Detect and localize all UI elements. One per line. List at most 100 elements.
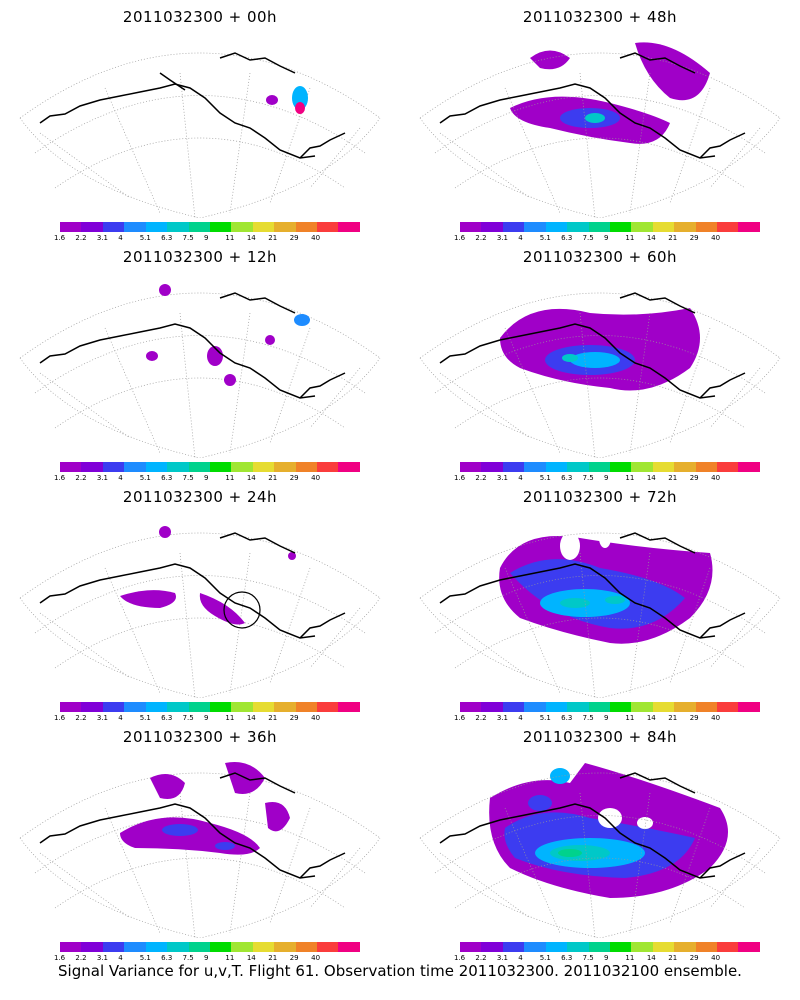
coastline bbox=[439, 52, 746, 159]
colorbar-swatch bbox=[81, 702, 103, 712]
colorbar-swatch bbox=[188, 222, 210, 232]
colorbar-label: 7.5 bbox=[582, 954, 594, 962]
colorbar-swatch bbox=[231, 222, 253, 232]
colorbar-label: 7.5 bbox=[582, 714, 594, 722]
polar-map bbox=[19, 52, 381, 218]
colorbar-swatch bbox=[317, 702, 339, 712]
panel-title: 2011032300 + 72h bbox=[522, 488, 678, 506]
colorbar-label: 5.1 bbox=[139, 954, 151, 962]
colorbar-label: 5.1 bbox=[139, 234, 151, 242]
colorbar-label: 7.5 bbox=[182, 714, 194, 722]
colorbar-swatch bbox=[460, 222, 482, 232]
colorbar-swatch bbox=[524, 942, 546, 952]
map-panel: 2011032300 + 60h 1.6 2.2 3.1 4 5.1 6.3 7.5 9 11 1… bbox=[400, 240, 800, 482]
colorbar-swatch bbox=[631, 702, 653, 712]
colorbar-label: 11 bbox=[625, 234, 635, 242]
colorbar-label: 9 bbox=[204, 234, 209, 242]
polar-map bbox=[419, 763, 781, 938]
colorbar-swatch bbox=[460, 462, 482, 472]
map-panel: 2011032300 + 84h 1.6 2.2 3.1 4 5.1 6.3 7.5 9 11 1… bbox=[400, 720, 800, 962]
colorbar-label: 7.5 bbox=[582, 234, 594, 242]
graticule bbox=[19, 772, 381, 938]
colorbar-swatch bbox=[145, 222, 168, 232]
colorbar-label: 29 bbox=[289, 474, 299, 482]
colorbar-swatch bbox=[524, 462, 546, 472]
colorbar-swatch bbox=[124, 942, 146, 952]
map-panel: 2011032300 + 00h 1.6 2.2 3.1 4 5.1 6.3 7.5 9 11 1… bbox=[0, 0, 400, 242]
colorbar-swatch bbox=[338, 702, 360, 712]
colorbar-label: 29 bbox=[289, 714, 299, 722]
colorbar-label: 4 bbox=[118, 954, 123, 962]
colorbar-label: 3.1 bbox=[96, 714, 108, 722]
colorbar-swatch bbox=[274, 702, 296, 712]
colorbar-label: 3.1 bbox=[496, 954, 508, 962]
colorbar-label: 14 bbox=[646, 234, 656, 242]
colorbar-label: 14 bbox=[246, 474, 256, 482]
colorbar-label: 7.5 bbox=[182, 474, 194, 482]
colorbar bbox=[60, 942, 360, 952]
colorbar-label: 1.6 bbox=[454, 954, 466, 962]
colorbar-label: 3.1 bbox=[96, 474, 108, 482]
colorbar-swatch bbox=[567, 702, 589, 712]
colorbar-label: 6.3 bbox=[561, 714, 573, 722]
colorbar-swatch bbox=[231, 942, 253, 952]
polar-map bbox=[19, 284, 381, 458]
polar-map bbox=[19, 526, 381, 698]
colorbar-label: 2.2 bbox=[475, 234, 487, 242]
colorbar-label: 9 bbox=[604, 954, 609, 962]
colorbar-swatch bbox=[124, 462, 146, 472]
colorbar-swatch bbox=[609, 702, 632, 712]
colorbar-labels: 1.6 2.2 3.1 4 5.1 6.3 7.5 9 11 14 21 29 40 bbox=[54, 234, 374, 244]
colorbar-swatch bbox=[631, 462, 653, 472]
colorbar-swatch bbox=[338, 942, 360, 952]
colorbar-swatch bbox=[124, 702, 146, 712]
colorbar-label: 3.1 bbox=[496, 714, 508, 722]
colorbar-swatch bbox=[274, 222, 296, 232]
colorbar-label: 14 bbox=[246, 954, 256, 962]
colorbar bbox=[460, 462, 760, 472]
colorbar-swatch bbox=[502, 702, 525, 712]
colorbar-label: 4 bbox=[518, 714, 523, 722]
colorbar-label: 21 bbox=[268, 954, 278, 962]
colorbar-label: 21 bbox=[668, 714, 678, 722]
colorbar-label: 40 bbox=[711, 714, 721, 722]
colorbar-labels: 1.6 2.2 3.1 4 5.1 6.3 7.5 9 11 14 21 29 40 bbox=[54, 954, 374, 964]
colorbar-swatch bbox=[588, 462, 610, 472]
colorbar-swatch bbox=[695, 462, 718, 472]
variance-shading bbox=[489, 763, 728, 898]
variance-shading bbox=[510, 42, 710, 144]
colorbar-label: 7.5 bbox=[182, 954, 194, 962]
colorbar-label: 7.5 bbox=[182, 234, 194, 242]
colorbar-swatch bbox=[231, 702, 253, 712]
colorbar-label: 3.1 bbox=[96, 234, 108, 242]
colorbar-label: 2.2 bbox=[75, 474, 87, 482]
colorbar-label: 2.2 bbox=[75, 954, 87, 962]
colorbar-label: 40 bbox=[311, 714, 321, 722]
colorbar-swatch bbox=[738, 702, 760, 712]
colorbar-swatch bbox=[252, 222, 275, 232]
panel-title: 2011032300 + 84h bbox=[522, 728, 678, 746]
colorbar-swatch bbox=[209, 222, 232, 232]
colorbar-label: 14 bbox=[646, 474, 656, 482]
graticule bbox=[19, 52, 381, 218]
colorbar-label: 40 bbox=[311, 474, 321, 482]
colorbar bbox=[60, 222, 360, 232]
colorbar bbox=[460, 942, 760, 952]
map-panel: 2011032300 + 72h 1.6 2.2 3.1 4 5.1 6.3 7.5 9 11 1… bbox=[400, 480, 800, 722]
colorbar-swatch bbox=[102, 222, 125, 232]
colorbar-label: 7.5 bbox=[582, 474, 594, 482]
colorbar-swatch bbox=[524, 702, 546, 712]
colorbar-swatch bbox=[674, 702, 696, 712]
colorbar-labels: 1.6 2.2 3.1 4 5.1 6.3 7.5 9 11 14 21 29 40 bbox=[54, 714, 374, 724]
colorbar-swatch bbox=[60, 942, 82, 952]
colorbar-label: 29 bbox=[689, 954, 699, 962]
colorbar-label: 11 bbox=[225, 714, 235, 722]
colorbar-label: 4 bbox=[518, 474, 523, 482]
colorbar-swatch bbox=[60, 702, 82, 712]
colorbar-swatch bbox=[738, 462, 760, 472]
colorbar-swatch bbox=[609, 222, 632, 232]
colorbar-label: 5.1 bbox=[539, 234, 551, 242]
colorbar-label: 3.1 bbox=[96, 954, 108, 962]
colorbar-label: 2.2 bbox=[75, 234, 87, 242]
polar-map bbox=[419, 42, 781, 218]
